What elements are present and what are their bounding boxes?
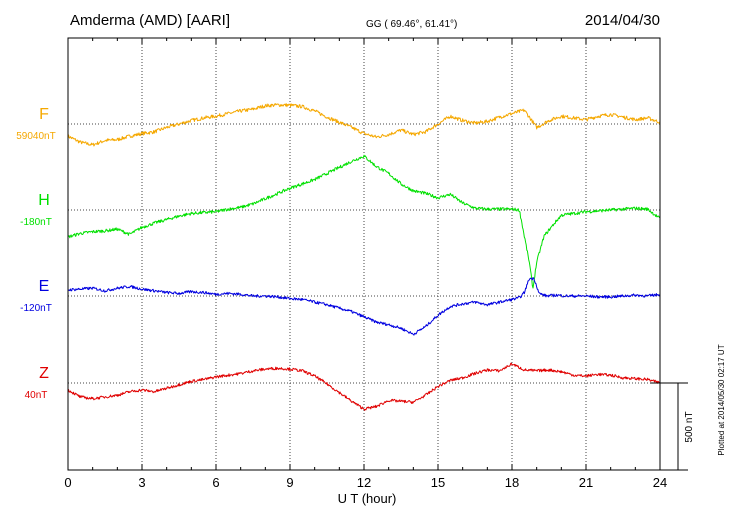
baseline-label-h: -180nT — [20, 217, 52, 228]
scale-bar: 500 nT — [650, 382, 695, 471]
series-line-e — [68, 277, 661, 336]
baseline-label-f: 59040nT — [16, 131, 55, 142]
x-tick-label: 6 — [212, 475, 219, 490]
x-tick-label: 21 — [579, 475, 593, 490]
scale-bar-label: 500 nT — [684, 411, 695, 442]
component-label-z: Z — [39, 365, 49, 382]
x-tick-label: 12 — [357, 475, 371, 490]
series-line-z — [67, 362, 661, 411]
x-tick-label: 0 — [64, 475, 71, 490]
date-label: 2014/04/30 — [585, 12, 660, 29]
x-ticks: 0 3 6 9 12 15 18 21 24 — [64, 38, 667, 490]
baseline-label-e: -120nT — [20, 303, 52, 314]
series-labels: F 59040nT H -180nT E -120nT Z 40nT — [16, 106, 55, 401]
series-line-f — [67, 103, 661, 147]
x-tick-label: 3 — [138, 475, 145, 490]
x-axis-label: U T (hour) — [338, 491, 397, 506]
baseline-label-z: 40nT — [25, 390, 48, 401]
component-label-f: F — [39, 106, 49, 123]
x-tick-label: 24 — [653, 475, 667, 490]
x-tick-label: 9 — [286, 475, 293, 490]
grid-lines — [68, 38, 660, 470]
component-label-e: E — [39, 278, 50, 295]
component-label-h: H — [38, 192, 50, 209]
series-layer — [67, 103, 661, 411]
series-line-h — [67, 154, 661, 289]
geographic-coords: GG ( 69.46°, 61.41°) — [366, 19, 457, 30]
x-tick-label: 18 — [505, 475, 519, 490]
plotted-note: Plotted at 2014/05/30 02:17 UT — [717, 344, 726, 455]
x-tick-label: 15 — [431, 475, 445, 490]
station-title: Amderma (AMD) [AARI] — [70, 12, 230, 29]
